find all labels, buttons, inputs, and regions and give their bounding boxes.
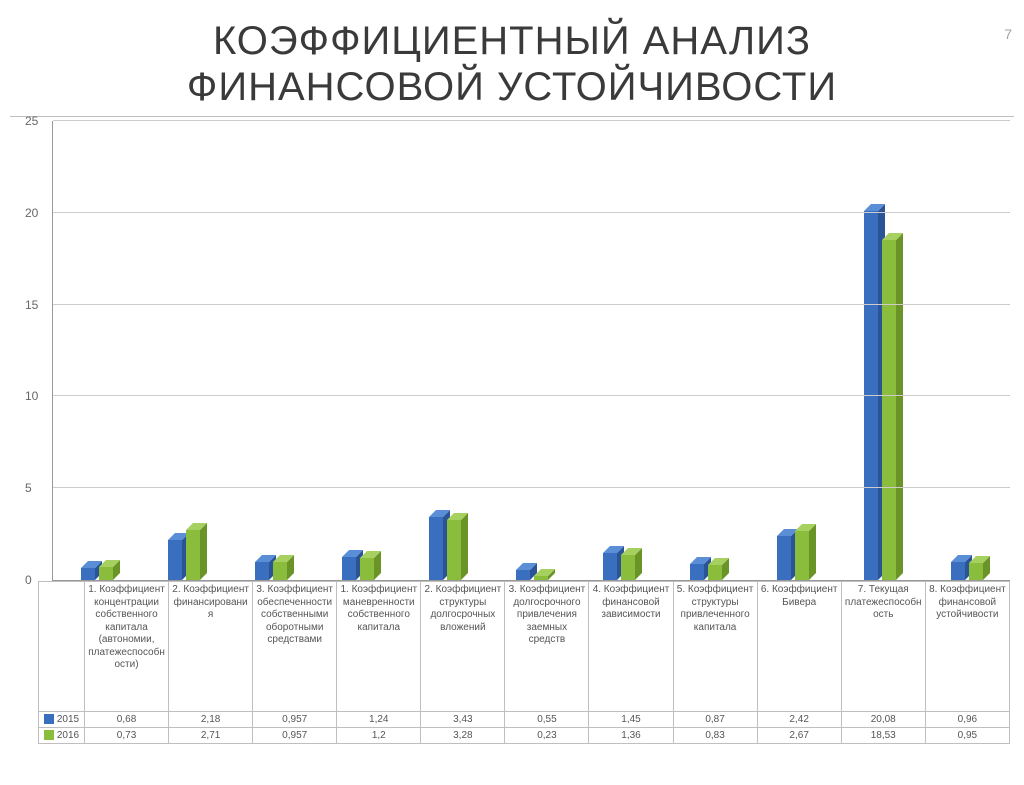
bar — [81, 568, 95, 580]
table-header-cell: 3. Коэффициент обеспеченности собственны… — [253, 582, 337, 712]
table-cell: 2,67 — [757, 728, 841, 744]
table-cell: 0,23 — [505, 728, 589, 744]
table-cell: 1,36 — [589, 728, 673, 744]
table-cell: 0,83 — [673, 728, 757, 744]
bar — [795, 531, 809, 580]
table-header-cell: 4. Коэффициент финансовой зависимости — [589, 582, 673, 712]
bar — [516, 570, 530, 580]
bar-group — [575, 121, 662, 580]
table-header-cell: 7. Текущая платежеспособность — [841, 582, 925, 712]
bar — [273, 562, 287, 580]
table-cell: 3,43 — [421, 712, 505, 728]
series-label-cell: 2015 — [39, 712, 85, 728]
bar-group — [401, 121, 488, 580]
y-axis-label: 25 — [25, 114, 38, 128]
bar — [168, 540, 182, 580]
table-cell: 3,28 — [421, 728, 505, 744]
bar — [603, 553, 617, 580]
bar — [708, 565, 722, 580]
bar — [969, 563, 983, 580]
page-title: КОЭФФИЦИЕНТНЫЙ АНАЛИЗ ФИНАНСОВОЙ УСТОЙЧИ… — [0, 18, 1024, 110]
bar — [690, 564, 704, 580]
title-line2: ФИНАНСОВОЙ УСТОЙЧИВОСТИ — [187, 65, 837, 109]
y-axis-label: 15 — [25, 298, 38, 312]
gridline — [53, 212, 1010, 213]
bar — [534, 576, 548, 580]
table-cell: 2,42 — [757, 712, 841, 728]
bar — [99, 567, 113, 580]
bar-chart: 0510152025 — [52, 121, 1010, 581]
table-cell: 2,18 — [169, 712, 253, 728]
table-cell: 0,73 — [85, 728, 169, 744]
bar — [777, 536, 791, 580]
y-axis-label: 10 — [25, 389, 38, 403]
page-number: 7 — [1004, 26, 1012, 42]
gridline — [53, 304, 1010, 305]
table-header-cell: 3. Коэффициент долгосрочного привлечения… — [505, 582, 589, 712]
table-cell: 1,2 — [337, 728, 421, 744]
bar-group — [140, 121, 227, 580]
series-name: 2015 — [57, 714, 79, 725]
bar — [186, 530, 200, 580]
series-name: 2016 — [57, 730, 79, 741]
bar — [951, 562, 965, 580]
table-cell: 0,96 — [925, 712, 1009, 728]
table-header-cell: 1. Коэффициент концентрации собственного… — [85, 582, 169, 712]
table-cell: 0,87 — [673, 712, 757, 728]
table-cell: 2,71 — [169, 728, 253, 744]
bar — [429, 517, 443, 580]
table-cell: 1,45 — [589, 712, 673, 728]
legend-swatch — [44, 714, 54, 724]
bar — [342, 557, 356, 580]
bar-group — [836, 121, 923, 580]
table-corner-cell — [39, 582, 85, 712]
y-axis-label: 5 — [25, 481, 32, 495]
bar-group — [53, 121, 140, 580]
table-header-cell: 8. Коэффициент финансовой устойчивости — [925, 582, 1009, 712]
title-line1: КОЭФФИЦИЕНТНЫЙ АНАЛИЗ — [213, 19, 811, 63]
table-cell: 1,24 — [337, 712, 421, 728]
table-cell: 0,68 — [85, 712, 169, 728]
table-cell: 0,957 — [253, 728, 337, 744]
table-header-cell: 5. Коэффициент структуры привлеченного к… — [673, 582, 757, 712]
y-axis-label: 20 — [25, 206, 38, 220]
data-table: 1. Коэффициент концентрации собственного… — [38, 581, 1010, 744]
gridline — [53, 395, 1010, 396]
table-cell: 18,53 — [841, 728, 925, 744]
table-cell: 0,95 — [925, 728, 1009, 744]
gridline — [53, 120, 1010, 121]
legend-swatch — [44, 730, 54, 740]
chart-bars-area — [53, 121, 1010, 580]
bar-group — [227, 121, 314, 580]
bar-group — [662, 121, 749, 580]
bar — [255, 562, 269, 580]
table-cell: 20,08 — [841, 712, 925, 728]
table-header-cell: 1. Коэффициент маневренности собственног… — [337, 582, 421, 712]
bar-group — [923, 121, 1010, 580]
table-header-cell: 2. Коэффициент структуры долгосрочных вл… — [421, 582, 505, 712]
bar-group — [488, 121, 575, 580]
bar — [360, 558, 374, 580]
table-cell: 0,957 — [253, 712, 337, 728]
table-row: 2016 0,732,710,9571,23,280,231,360,832,67… — [39, 728, 1010, 744]
title-divider — [10, 116, 1014, 117]
table-row: 2015 0,682,180,9571,243,430,551,450,872,4… — [39, 712, 1010, 728]
bar — [621, 555, 635, 580]
table-header-cell: 2. Коэффициент финансирования — [169, 582, 253, 712]
bar-group — [749, 121, 836, 580]
table-cell: 0,55 — [505, 712, 589, 728]
bar — [447, 520, 461, 580]
bar — [882, 240, 896, 580]
series-label-cell: 2016 — [39, 728, 85, 744]
gridline — [53, 487, 1010, 488]
bar-group — [314, 121, 401, 580]
table-header-cell: 6. Коэффициент Бивера — [757, 582, 841, 712]
y-axis-label: 0 — [25, 573, 32, 587]
